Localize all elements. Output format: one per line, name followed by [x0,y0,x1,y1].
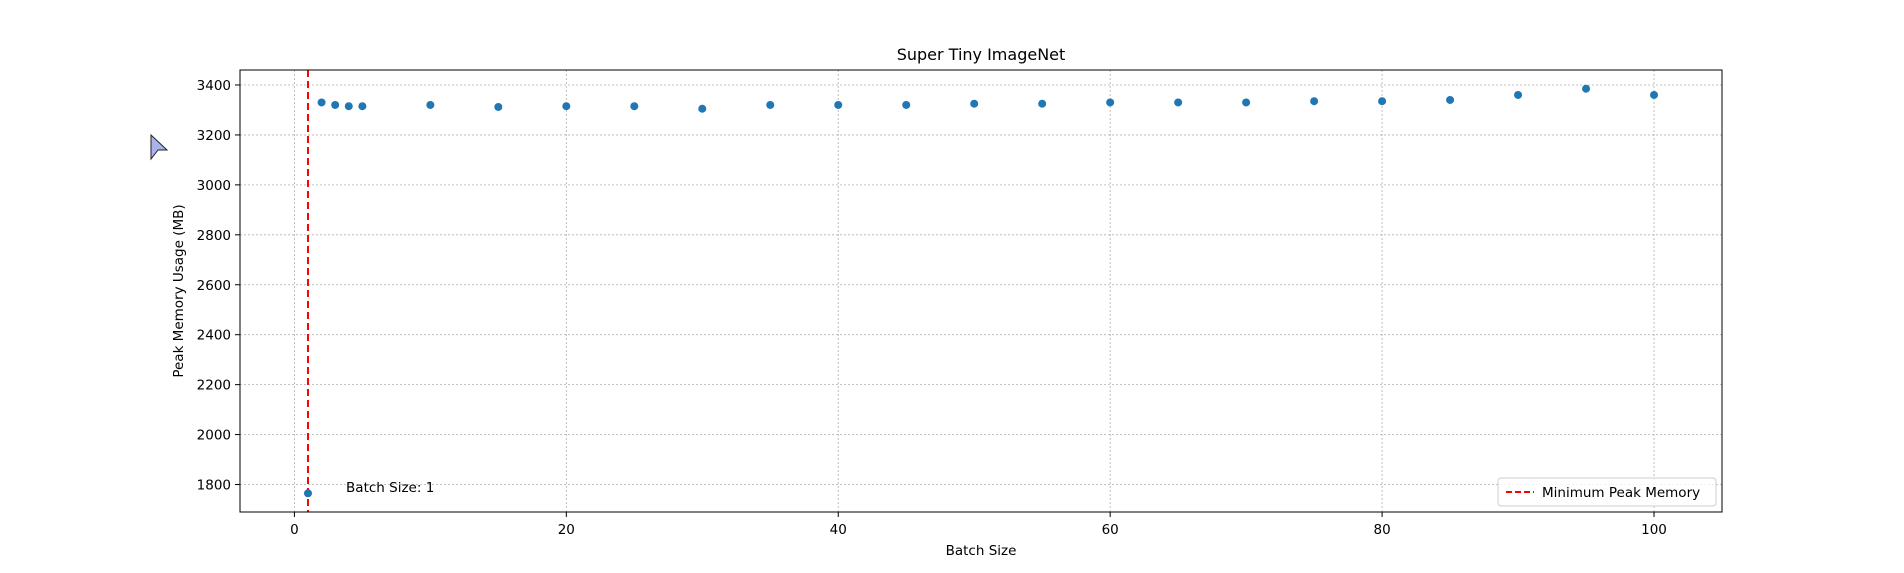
data-point [331,100,340,109]
y-tick-label: 2400 [197,328,231,344]
chart-title: Super Tiny ImageNet [897,45,1066,64]
y-tick-label: 3200 [197,128,231,144]
data-point [1650,90,1659,99]
data-point [1242,98,1251,107]
data-point [1174,98,1183,107]
data-point [1582,84,1591,93]
y-axis-ticks: 1800 2000 2200 2400 2600 2800 3000 3200 3400 [197,78,240,494]
y-tick-label: 3000 [197,178,231,194]
y-tick-label: 2800 [197,228,231,244]
legend: Minimum Peak Memory [1497,477,1717,507]
x-tick-label: 0 [290,522,299,538]
data-point [562,102,571,111]
y-tick-label: 2000 [197,428,231,444]
cursor-arrow-icon [150,133,169,161]
data-point [1378,97,1387,106]
data-point [1310,97,1319,106]
data-point [834,100,843,109]
data-point [766,100,775,109]
data-points [303,84,1659,498]
data-point [303,489,312,498]
data-point [1038,99,1047,108]
data-point [344,102,353,111]
y-tick-label: 2200 [197,378,231,394]
data-point [1106,98,1115,107]
data-point [902,100,911,109]
data-point [1446,95,1455,104]
x-tick-label: 80 [1373,522,1390,538]
legend-label: Minimum Peak Memory [1542,485,1700,501]
x-axis-label: Batch Size [946,543,1017,559]
data-point [426,100,435,109]
x-tick-label: 20 [558,522,575,538]
legend-box [1497,477,1717,507]
plot-area-frame [239,69,1723,513]
grid-lines [240,70,1722,512]
y-axis-label: Peak Memory Usage (MB) [171,204,187,377]
x-tick-label: 40 [830,522,847,538]
data-point [630,102,639,111]
y-tick-label: 1800 [197,478,231,494]
x-tick-label: 100 [1641,522,1667,538]
x-tick-label: 60 [1102,522,1119,538]
data-point [317,98,326,107]
x-axis-ticks: 0 20 40 60 80 100 [290,512,1667,538]
y-tick-label: 3400 [197,78,231,94]
data-point [494,102,503,111]
data-point [358,102,367,111]
data-point [1514,90,1523,99]
data-point [970,99,979,108]
data-point [698,104,707,113]
batch-size-annotation: Batch Size: 1 [346,480,434,496]
y-tick-label: 2600 [197,278,231,294]
